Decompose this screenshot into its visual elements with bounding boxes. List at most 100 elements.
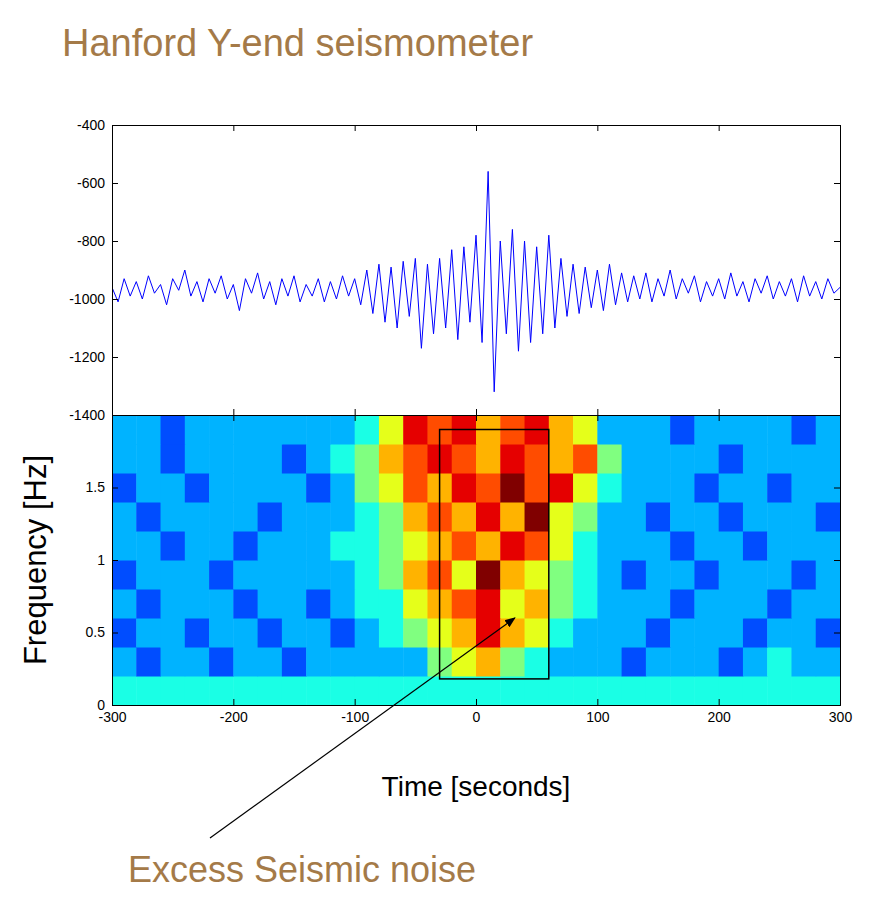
tick-label: 1.5 — [86, 479, 106, 495]
heat-cell — [306, 502, 331, 532]
tick-mark — [112, 633, 118, 634]
heat-cell — [670, 531, 695, 561]
y-axis-title: Frequency [Hz] — [18, 455, 53, 665]
heat-cell — [816, 618, 840, 648]
tick-mark — [597, 415, 598, 421]
tick-mark — [834, 183, 840, 184]
tick — [834, 299, 840, 300]
tick-mark — [233, 699, 234, 705]
annotation-box — [440, 430, 549, 679]
tick — [597, 125, 598, 131]
tick-label: 0 — [473, 709, 481, 725]
heat-cell — [646, 589, 671, 619]
tick-label: -400 — [77, 117, 105, 133]
tick-label: 100 — [586, 709, 610, 725]
tick — [597, 415, 598, 421]
heat-cell — [161, 473, 186, 503]
heat-cell — [330, 473, 355, 503]
annotation: Excess Seismic noise — [128, 430, 549, 891]
heat-cell — [306, 647, 331, 677]
heat-cell — [816, 531, 840, 561]
heat-cell — [209, 502, 234, 532]
heat-cell — [816, 676, 840, 705]
heat-cell — [500, 473, 525, 503]
heat-cell — [379, 473, 404, 503]
heat-cell — [573, 415, 598, 445]
heat-cell — [816, 647, 840, 677]
heat-cell — [161, 589, 186, 619]
tick-mark — [834, 560, 840, 561]
tick-label: -100 — [341, 709, 369, 725]
heat-cell — [573, 473, 598, 503]
heat-cell — [646, 444, 671, 474]
heat-cell — [476, 473, 501, 503]
heat-cell — [670, 473, 695, 503]
heat-cell — [209, 531, 234, 561]
heat-cell — [767, 415, 792, 445]
heat-cell — [646, 502, 671, 532]
heat-cell — [209, 676, 234, 705]
heat-cell — [330, 444, 355, 474]
axis-line — [113, 409, 841, 416]
tick — [355, 415, 356, 421]
heat-cell — [136, 618, 161, 648]
heat-cell — [573, 502, 598, 532]
heat-cell — [767, 589, 792, 619]
tick-label: 200 — [707, 709, 731, 725]
heat-cell — [597, 473, 622, 503]
heat-cell — [597, 560, 622, 590]
heat-cell — [694, 502, 719, 532]
heat-cell — [476, 589, 501, 619]
tick-mark — [112, 560, 118, 561]
heat-cell — [573, 560, 598, 590]
tick-mark — [597, 409, 598, 415]
chart-title: Hanford Y-end seismometer — [62, 22, 533, 64]
tick-label: 1 — [97, 552, 105, 568]
axis-line — [113, 699, 841, 706]
heat-cell — [597, 647, 622, 677]
heat-cell — [670, 589, 695, 619]
tick — [834, 241, 840, 242]
heat-cell — [622, 444, 647, 474]
heat-cell — [816, 560, 840, 590]
heat-cell — [767, 473, 792, 503]
heat-cell — [791, 589, 816, 619]
heat-cell — [282, 444, 307, 474]
heat-cell — [694, 415, 719, 445]
heat-cell — [355, 502, 380, 532]
heat-cell — [185, 502, 210, 532]
heat-cell — [161, 415, 186, 445]
tick-mark — [597, 699, 598, 705]
heat-cell — [719, 589, 744, 619]
tick-mark — [834, 705, 840, 706]
tick: -100 — [341, 699, 369, 725]
heat-cell — [136, 531, 161, 561]
heat-cell — [549, 647, 574, 677]
heat-cell — [719, 618, 744, 648]
tick-mark — [112, 241, 118, 242]
heat-cell — [330, 531, 355, 561]
tick — [834, 357, 840, 358]
heat-cell — [597, 618, 622, 648]
heat-cell — [258, 676, 283, 705]
heat-cell — [306, 589, 331, 619]
heat-cell — [597, 415, 622, 445]
tick-mark — [834, 125, 840, 126]
heat-cell — [258, 444, 283, 474]
heat-cell — [379, 589, 404, 619]
heat-cell — [622, 618, 647, 648]
tick — [719, 125, 720, 131]
heat-cell — [258, 473, 283, 503]
heat-cell — [816, 415, 840, 445]
heat-cell — [549, 618, 574, 648]
heat-cell — [112, 560, 137, 590]
tick: -1200 — [69, 349, 118, 365]
heat-cell — [282, 676, 307, 705]
heat-cell — [355, 560, 380, 590]
tick-label: 0 — [97, 697, 105, 713]
heat-cell — [112, 589, 137, 619]
tick: 0 — [97, 697, 118, 713]
heat-cell — [209, 618, 234, 648]
heat-cell — [306, 444, 331, 474]
heat-cell — [573, 618, 598, 648]
